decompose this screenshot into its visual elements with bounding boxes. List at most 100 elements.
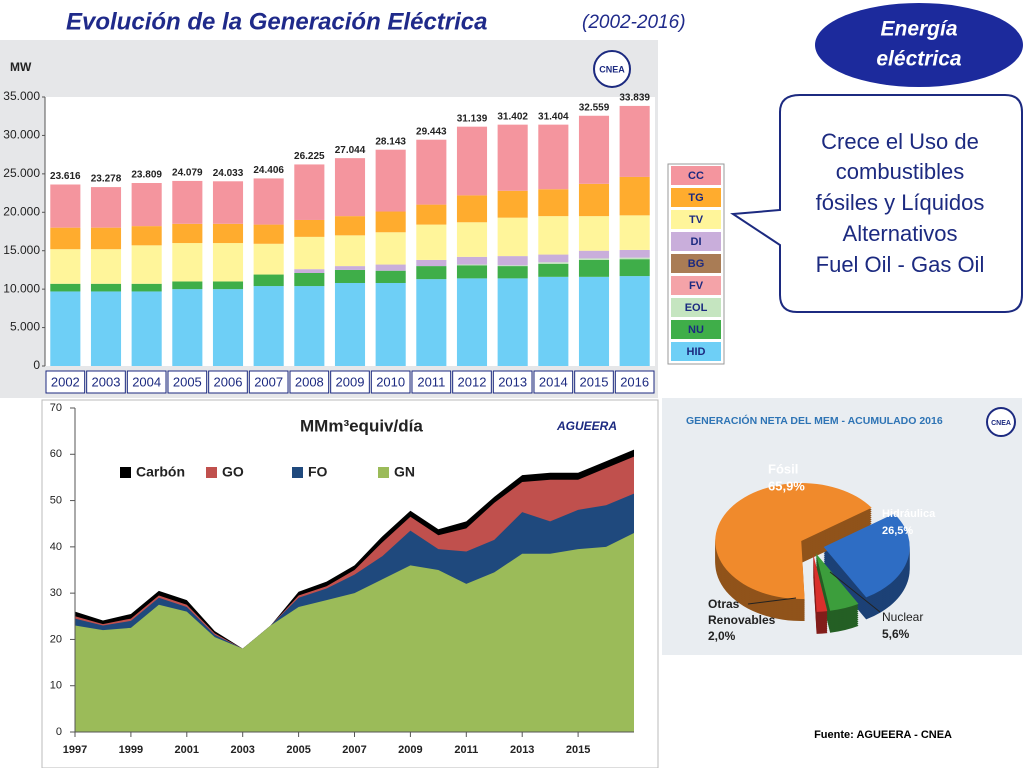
- legend-swatch: [671, 188, 721, 207]
- bar-segment: [90, 187, 122, 228]
- bar-segment: [294, 269, 325, 274]
- bar-segment: [253, 274, 284, 287]
- bar-segment: [334, 266, 366, 270]
- x-tick-label: 1999: [119, 744, 143, 756]
- bar-segment: [538, 276, 569, 366]
- bar-segment: [456, 195, 488, 223]
- bar-segment: [212, 181, 244, 224]
- slice-value-label: 2,0%: [708, 629, 736, 643]
- legend-swatch: [120, 467, 131, 478]
- bar-segment: [253, 286, 284, 366]
- legend-swatch: [671, 342, 721, 361]
- total-label: 23.278: [91, 174, 122, 185]
- x-tick-label: 2008: [295, 374, 324, 389]
- bar-segment: [375, 282, 406, 366]
- bar-segment: [497, 265, 528, 267]
- bar-segment: [456, 264, 488, 266]
- total-label: 32.559: [579, 102, 610, 113]
- bar-segment: [294, 286, 325, 366]
- x-tick-box: [208, 370, 248, 394]
- bar-segment: [578, 250, 610, 259]
- slide-subtitle: (2002-2016): [582, 12, 686, 33]
- bar-segment: [253, 243, 284, 275]
- total-label: 24.033: [213, 168, 244, 179]
- x-tick-label: 2009: [398, 744, 422, 756]
- bar-segment: [619, 276, 650, 366]
- legend-label: TG: [688, 192, 703, 204]
- y-tick-label: 25.000: [3, 166, 40, 180]
- y-tick-label: 70: [50, 402, 62, 414]
- y-tick-label: 60: [50, 448, 62, 460]
- x-tick-box: [45, 370, 86, 394]
- legend-swatch: [671, 320, 721, 339]
- bar-segment: [538, 216, 569, 255]
- bar-segment: [497, 266, 528, 279]
- bar-segment: [90, 291, 122, 366]
- badge: [815, 3, 1023, 87]
- x-tick-label: 2004: [132, 374, 161, 389]
- x-tick-label: 2009: [336, 374, 365, 389]
- bar-segment: [619, 259, 650, 277]
- y-tick-label: 30: [50, 587, 62, 599]
- callout-text: combustibles: [836, 159, 964, 184]
- bar-segment: [131, 183, 162, 227]
- x-tick-box: [370, 370, 411, 394]
- area: [75, 532, 634, 732]
- total-label: 27.044: [335, 145, 366, 156]
- slide-title: Evolución de la Generación Eléctrica: [66, 8, 488, 35]
- total-label: 29.443: [416, 126, 447, 137]
- bar-segment: [497, 278, 528, 366]
- bar-segment: [578, 183, 610, 217]
- total-label: 28.143: [375, 136, 406, 147]
- legend-swatch: [671, 210, 721, 229]
- legend-label: NU: [688, 324, 704, 336]
- x-tick-box: [492, 370, 533, 394]
- y-tick-label: 40: [50, 541, 62, 553]
- bar-segment: [416, 266, 447, 280]
- x-tick-label: 1997: [63, 744, 87, 756]
- legend-label: GO: [222, 464, 244, 480]
- x-tick-label: 2006: [214, 374, 243, 389]
- y-tick-label: 0: [33, 358, 40, 372]
- bar-segment: [90, 227, 122, 250]
- bar-segment: [619, 249, 650, 258]
- logo: [986, 407, 1016, 437]
- bar-segment: [578, 115, 610, 184]
- bar-segment: [131, 226, 162, 246]
- bar-segment: [538, 254, 569, 263]
- bar-segment: [50, 283, 81, 292]
- total-label: 24.406: [253, 165, 284, 176]
- badge-text: eléctrica: [876, 48, 962, 71]
- bar-segment: [416, 224, 447, 260]
- legend-label: GN: [394, 464, 415, 480]
- x-tick-label: 2012: [458, 374, 487, 389]
- bar-segment: [497, 124, 528, 191]
- y-tick-label: 15.000: [3, 243, 40, 257]
- legend-label: Carbón: [136, 464, 185, 480]
- slice: [813, 553, 828, 612]
- slice-label: Hidráulica: [882, 508, 936, 520]
- y-tick-label: 20.000: [3, 204, 40, 218]
- bar-segment: [212, 223, 244, 244]
- bar-segment: [253, 224, 284, 244]
- legend-swatch: [671, 232, 721, 251]
- logo-text: CNEA: [991, 420, 1011, 427]
- bar-segment: [334, 269, 366, 283]
- legend-label: HID: [687, 346, 706, 358]
- x-tick-label: 2007: [342, 744, 366, 756]
- bar-segment: [294, 236, 325, 270]
- bar-segment: [456, 278, 488, 366]
- bar-segment: [619, 215, 650, 250]
- bar-segment: [578, 276, 610, 366]
- legend-label: EOL: [685, 302, 708, 314]
- leader-line: [829, 571, 881, 613]
- bar-segment: [538, 189, 569, 217]
- bar-segment: [375, 232, 406, 265]
- legend-swatch: [671, 166, 721, 185]
- callout-text: Crece el Uso de: [821, 129, 979, 154]
- y-tick-label: 50: [50, 494, 62, 506]
- bar-segment: [90, 249, 122, 284]
- legend-label: CC: [688, 170, 704, 182]
